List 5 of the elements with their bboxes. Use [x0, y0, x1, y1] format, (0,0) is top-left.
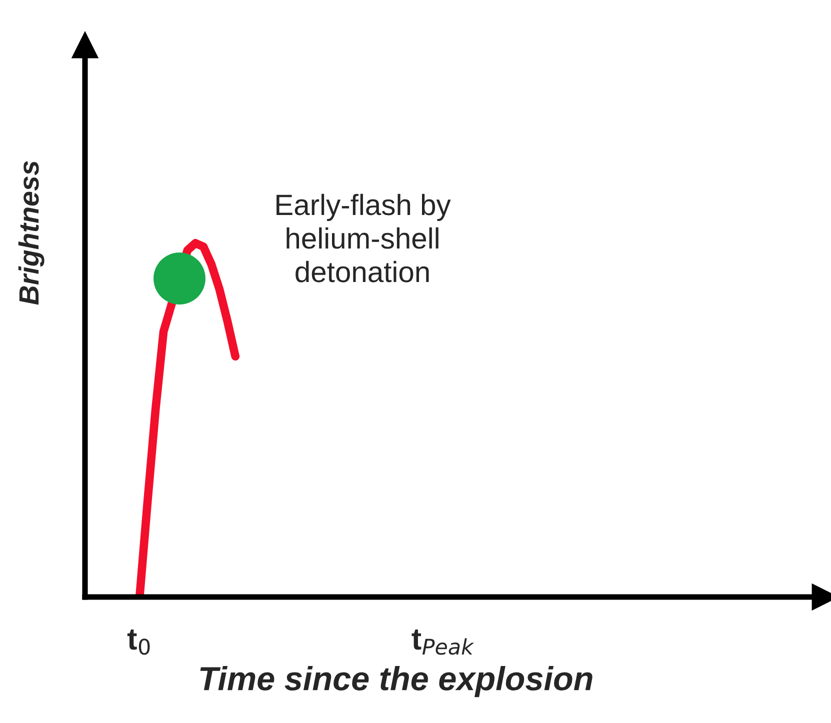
x-axis-title: Time since the explosion [200, 666, 592, 698]
annotation: Early-flash by helium-shell detonation [276, 194, 451, 282]
x-tick-label: t$_{Peak}$ [412, 630, 474, 655]
x-tick-label: t$_{0}$ [127, 630, 150, 655]
y-axis-title: Brightness [18, 161, 44, 305]
